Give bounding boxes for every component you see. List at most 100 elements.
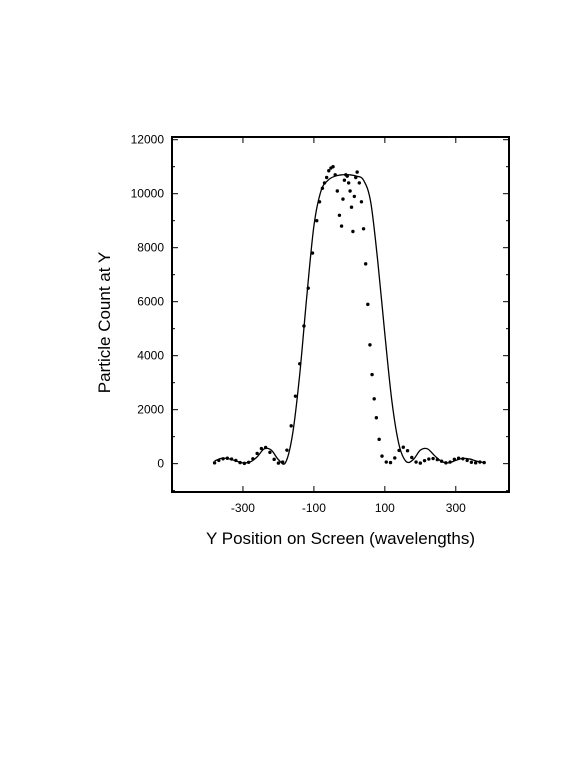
- data-point: [348, 189, 352, 193]
- data-point: [234, 458, 238, 463]
- data-point: [327, 169, 331, 173]
- data-point: [388, 460, 393, 465]
- data-point: [342, 178, 347, 182]
- data-point: [372, 397, 376, 401]
- y-tick-label: 8000: [137, 241, 164, 255]
- data-point: [427, 457, 431, 461]
- y-axis-ticks: 0 2000 4000 6000 8000 10000 12000: [131, 133, 509, 492]
- data-points-layer: [212, 165, 486, 466]
- data-point: [444, 461, 448, 465]
- data-point: [439, 459, 444, 463]
- data-point: [380, 454, 384, 458]
- data-point: [331, 165, 335, 169]
- data-point: [431, 456, 435, 461]
- data-point: [355, 170, 359, 174]
- data-point: [410, 455, 414, 460]
- data-point: [478, 460, 482, 464]
- data-point: [482, 460, 486, 465]
- data-point: [272, 457, 276, 462]
- data-point: [317, 200, 322, 204]
- data-point: [435, 457, 440, 462]
- data-point: [351, 229, 355, 234]
- data-point: [341, 197, 345, 201]
- data-point: [393, 456, 397, 460]
- data-point: [349, 205, 354, 209]
- data-point: [221, 457, 225, 461]
- data-point: [293, 394, 298, 398]
- data-point: [405, 449, 410, 453]
- data-point: [298, 362, 302, 366]
- data-point: [268, 450, 272, 455]
- x-tick-label: 100: [375, 501, 395, 515]
- data-point: [238, 460, 242, 465]
- data-point: [452, 457, 457, 462]
- data-point: [255, 451, 259, 456]
- data-point: [310, 251, 315, 255]
- data-point: [280, 460, 285, 464]
- data-point: [263, 445, 268, 450]
- data-point: [320, 186, 325, 190]
- data-point: [306, 286, 310, 290]
- data-point: [251, 457, 255, 461]
- data-point: [346, 181, 351, 185]
- data-point: [456, 456, 461, 460]
- data-point: [302, 324, 306, 328]
- data-point: [333, 173, 337, 177]
- fit-curve-layer: [214, 173, 485, 465]
- data-point: [422, 458, 427, 463]
- y-tick-label: 12000: [131, 133, 165, 147]
- data-point: [352, 194, 357, 199]
- data-point: [285, 448, 289, 452]
- y-axis-title: Particle Count at Y: [95, 252, 114, 393]
- data-point: [212, 461, 217, 465]
- data-point: [469, 460, 474, 464]
- data-point: [366, 302, 370, 307]
- data-point: [359, 200, 364, 204]
- data-point: [448, 460, 452, 464]
- data-point: [246, 460, 251, 464]
- data-point: [276, 461, 281, 465]
- data-point: [465, 458, 469, 463]
- data-point: [242, 461, 247, 466]
- data-point: [370, 372, 374, 377]
- data-point: [339, 224, 344, 228]
- data-point: [368, 343, 372, 347]
- data-point: [324, 175, 329, 180]
- data-point: [461, 457, 465, 461]
- data-point: [259, 446, 264, 451]
- data-point: [377, 437, 381, 442]
- data-point: [217, 458, 221, 463]
- x-axis-ticks: -300 -100 100 300: [231, 137, 466, 515]
- data-point: [229, 457, 234, 461]
- data-point: [315, 218, 319, 223]
- data-point: [357, 181, 361, 185]
- data-point: [354, 175, 358, 180]
- data-point: [361, 227, 366, 231]
- fit-curve: [214, 173, 485, 465]
- data-point: [384, 460, 388, 464]
- y-tick-label: 4000: [137, 349, 164, 363]
- y-tick-label: 0: [157, 457, 164, 471]
- y-tick-label: 2000: [137, 403, 164, 417]
- data-point: [289, 424, 293, 428]
- data-point: [418, 461, 423, 465]
- x-tick-label: -300: [231, 501, 255, 515]
- data-point: [335, 189, 340, 193]
- data-point: [322, 181, 327, 185]
- data-point: [401, 445, 405, 449]
- data-point: [363, 262, 368, 266]
- y-tick-label: 10000: [131, 187, 165, 201]
- x-tick-label: 300: [446, 501, 466, 515]
- plot-frame: [171, 136, 510, 493]
- data-point: [345, 174, 349, 178]
- y-tick-label: 6000: [137, 295, 164, 309]
- data-point: [473, 461, 478, 465]
- data-point: [414, 460, 418, 464]
- data-point: [225, 456, 230, 460]
- data-point: [337, 213, 342, 217]
- data-point: [397, 448, 401, 453]
- x-tick-label: -100: [302, 501, 326, 515]
- data-point: [374, 416, 379, 420]
- x-axis-title: Y Position on Screen (wavelengths): [206, 529, 475, 548]
